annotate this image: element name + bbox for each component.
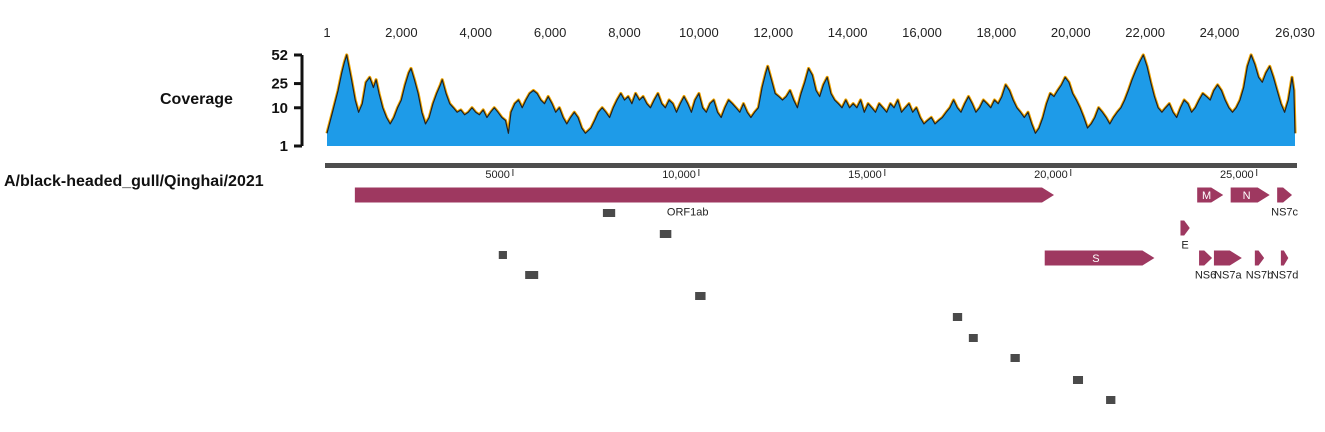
read-block[interactable] (952, 313, 963, 321)
gene-arrow[interactable] (1044, 250, 1155, 266)
sequence-bar[interactable] (325, 163, 1297, 168)
ruler-tick-label: 10,000 (662, 169, 696, 181)
ruler-tick-label: 5000 (485, 169, 509, 181)
sequence-name[interactable]: A/black-headed_gull/Qinghai/2021 (4, 173, 264, 190)
top-axis-tick: 14,000 (828, 25, 868, 40)
top-position-axis: 1 2,000 4,000 6,000 8,000 10,000 12,000 14,000 1… (323, 25, 1315, 40)
gene-arrow[interactable] (1213, 250, 1242, 266)
sequence-ruler: 5000 10,000 15,000 20,000 25,000 (485, 169, 1258, 181)
gene-label: NS7b (1246, 270, 1274, 282)
gene-arrow[interactable] (1197, 187, 1224, 203)
top-axis-tick: 10,000 (679, 25, 719, 40)
gene-label: E (1181, 240, 1188, 252)
gene-annotation-ns7c[interactable]: NS7c (1271, 187, 1299, 219)
top-axis-tick: 22,000 (1125, 25, 1165, 40)
gene-annotation-s[interactable]: S (1044, 250, 1155, 266)
top-axis-tick: 2,000 (385, 25, 418, 40)
coverage-outline (326, 54, 1296, 134)
read-block[interactable] (659, 230, 672, 238)
top-axis-tick: 24,000 (1200, 25, 1240, 40)
gene-arrow[interactable] (1230, 187, 1270, 203)
gene-arrow[interactable] (1254, 250, 1265, 266)
gene-annotation-ns7d[interactable]: NS7d (1271, 250, 1299, 282)
gene-arrow[interactable] (1280, 250, 1289, 266)
gene-label: ORF1ab (667, 207, 709, 219)
gene-annotation-ns7a[interactable]: NS7a (1213, 250, 1243, 282)
read-block[interactable] (1010, 354, 1020, 362)
top-axis-tick: 12,000 (753, 25, 793, 40)
read-block[interactable] (1072, 376, 1084, 384)
gene-annotation-n[interactable]: N (1230, 187, 1270, 203)
coverage-graph[interactable] (325, 53, 1297, 146)
gene-label: NS7a (1214, 270, 1242, 282)
coverage-tick-label: 52 (271, 47, 288, 64)
read-block[interactable] (968, 334, 978, 342)
ruler-tick-label: 20,000 (1034, 169, 1068, 181)
coverage-tick-label: 1 (280, 138, 288, 155)
ruler-tick-label: 15,000 (848, 169, 882, 181)
gene-arrow[interactable] (1199, 250, 1213, 266)
gene-annotation-ns7b[interactable]: NS7b (1246, 250, 1274, 282)
ruler-tick-label: 25,000 (1220, 169, 1254, 181)
gene-label: M (1202, 190, 1211, 202)
coverage-area (327, 55, 1295, 146)
top-axis-tick: 18,000 (976, 25, 1016, 40)
top-axis-tick: 16,000 (902, 25, 942, 40)
read-block[interactable] (695, 292, 706, 300)
coverage-label: Coverage (160, 91, 233, 108)
coverage-tick-label: 10 (271, 100, 288, 117)
read-block[interactable] (1106, 396, 1116, 404)
top-axis-tick: 4,000 (459, 25, 492, 40)
gene-annotation-m[interactable]: M (1197, 187, 1224, 203)
coverage-axis: Coverage 52 25 10 1 (160, 47, 304, 155)
gene-label: S (1092, 253, 1099, 265)
gene-label: NS6 (1195, 270, 1216, 282)
sequence-row[interactable]: A/black-headed_gull/Qinghai/2021 5000 10,… (4, 163, 1297, 190)
read-block[interactable] (602, 209, 616, 217)
top-axis-tick: 20,000 (1051, 25, 1091, 40)
gene-arrow[interactable] (354, 187, 1055, 203)
gene-annotation-ns6[interactable]: NS6 (1195, 250, 1216, 282)
coverage-tick-label: 25 (271, 76, 288, 93)
gene-arrow[interactable] (1180, 220, 1190, 236)
top-axis-tick: 6,000 (534, 25, 567, 40)
read-block[interactable] (525, 271, 539, 279)
gene-label: NS7c (1271, 207, 1298, 219)
gene-arrow[interactable] (1277, 187, 1293, 203)
gene-annotation-e[interactable]: E (1180, 220, 1190, 252)
gene-label: N (1243, 190, 1251, 202)
gene-annotation-orf1ab[interactable]: ORF1ab (354, 187, 1055, 219)
read-block[interactable] (498, 251, 507, 259)
reads-track[interactable] (498, 209, 1116, 404)
top-axis-tick: 1 (323, 25, 330, 40)
gene-label: NS7d (1271, 270, 1299, 282)
top-axis-tick: 8,000 (608, 25, 641, 40)
top-axis-tick: 26,030 (1275, 25, 1315, 40)
